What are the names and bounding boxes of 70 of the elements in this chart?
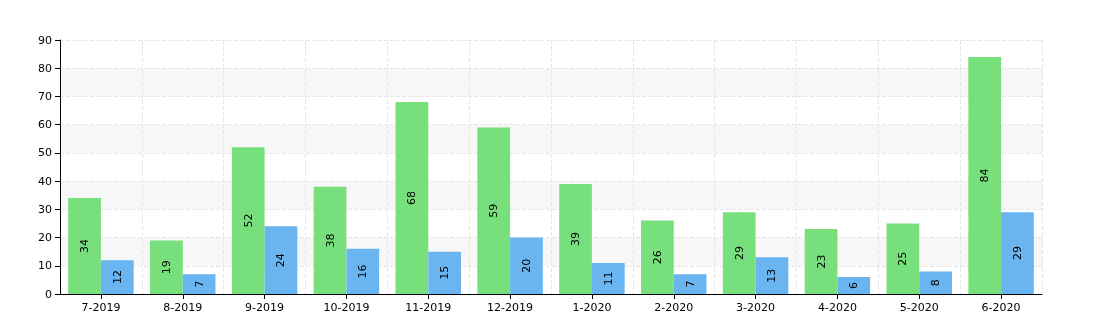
data-label: 34 (78, 239, 92, 254)
bar (477, 127, 511, 294)
y-tick-label: 0 (45, 287, 52, 301)
y-tick-label: 90 (38, 33, 52, 47)
data-label: 38 (323, 233, 337, 248)
bar (886, 223, 920, 294)
data-label: 20 (519, 258, 533, 273)
bar (1001, 212, 1034, 294)
bar (264, 226, 298, 294)
bar (231, 147, 265, 294)
data-label: 15 (438, 265, 452, 280)
bar (150, 240, 183, 294)
y-tick-label: 30 (38, 202, 52, 216)
data-label: 16 (356, 264, 370, 279)
data-label: 8 (929, 279, 943, 287)
x-tick-label: 11-2019 (405, 301, 452, 314)
bar (428, 251, 461, 294)
data-label: 84 (978, 168, 992, 183)
bar (395, 102, 429, 294)
bar (722, 212, 756, 294)
y-tick-label: 80 (38, 61, 52, 75)
bar (510, 237, 543, 294)
bar (919, 271, 952, 294)
data-label: 52 (241, 213, 255, 228)
bar (100, 260, 134, 294)
y-tick-label: 50 (38, 146, 52, 160)
bar (591, 262, 625, 294)
data-label: 26 (650, 250, 664, 265)
bar (559, 183, 592, 294)
bar (755, 257, 789, 294)
y-tick-label: 10 (38, 259, 52, 273)
bar (313, 186, 347, 294)
bar (68, 198, 101, 294)
data-label: 68 (405, 191, 419, 206)
data-label: 24 (274, 253, 288, 268)
data-label: 12 (110, 270, 124, 285)
data-label: 29 (1010, 246, 1024, 261)
data-label: 25 (896, 251, 910, 266)
x-tick-label: 1-2020 (572, 301, 612, 314)
x-tick-label: 8-2019 (163, 301, 203, 314)
y-tick-label: 70 (38, 89, 52, 103)
bar (837, 277, 871, 294)
x-tick-label: 12-2019 (487, 301, 534, 314)
data-label: 59 (487, 203, 501, 218)
x-tick-label: 10-2019 (323, 301, 370, 314)
y-tick-label: 20 (38, 231, 52, 245)
data-label: 11 (601, 271, 615, 286)
bar (641, 220, 674, 294)
data-label: 7 (683, 280, 697, 288)
x-tick-label: 9-2019 (245, 301, 285, 314)
bar (804, 229, 838, 294)
data-label: 6 (847, 282, 861, 290)
bar (968, 56, 1002, 294)
data-label: 7 (192, 280, 206, 288)
x-tick-label: 4-2020 (817, 301, 857, 314)
x-tick-label: 6-2020 (981, 301, 1021, 314)
bar (673, 274, 707, 294)
data-label: 23 (814, 254, 828, 269)
x-tick-label: 5-2020 (899, 301, 939, 314)
x-tick-label: 2-2020 (654, 301, 694, 314)
y-tick-label: 40 (38, 174, 52, 188)
bar (346, 248, 380, 294)
y-tick-label: 60 (38, 118, 52, 132)
x-tick-label: 7-2019 (81, 301, 121, 314)
data-label: 19 (159, 260, 173, 275)
data-label: 29 (732, 246, 746, 261)
data-label: 13 (765, 268, 779, 283)
x-tick-label: 3-2020 (736, 301, 776, 314)
data-label: 39 (569, 231, 583, 246)
bar (182, 274, 216, 294)
